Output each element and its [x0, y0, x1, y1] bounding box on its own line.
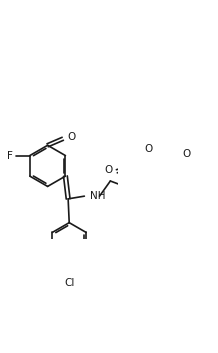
Text: O: O [67, 132, 75, 142]
Text: O: O [145, 144, 153, 154]
Text: Cl: Cl [64, 279, 74, 288]
Text: O: O [104, 164, 112, 175]
Text: O: O [183, 149, 191, 160]
Text: NH: NH [90, 191, 105, 201]
Text: F: F [7, 151, 12, 161]
